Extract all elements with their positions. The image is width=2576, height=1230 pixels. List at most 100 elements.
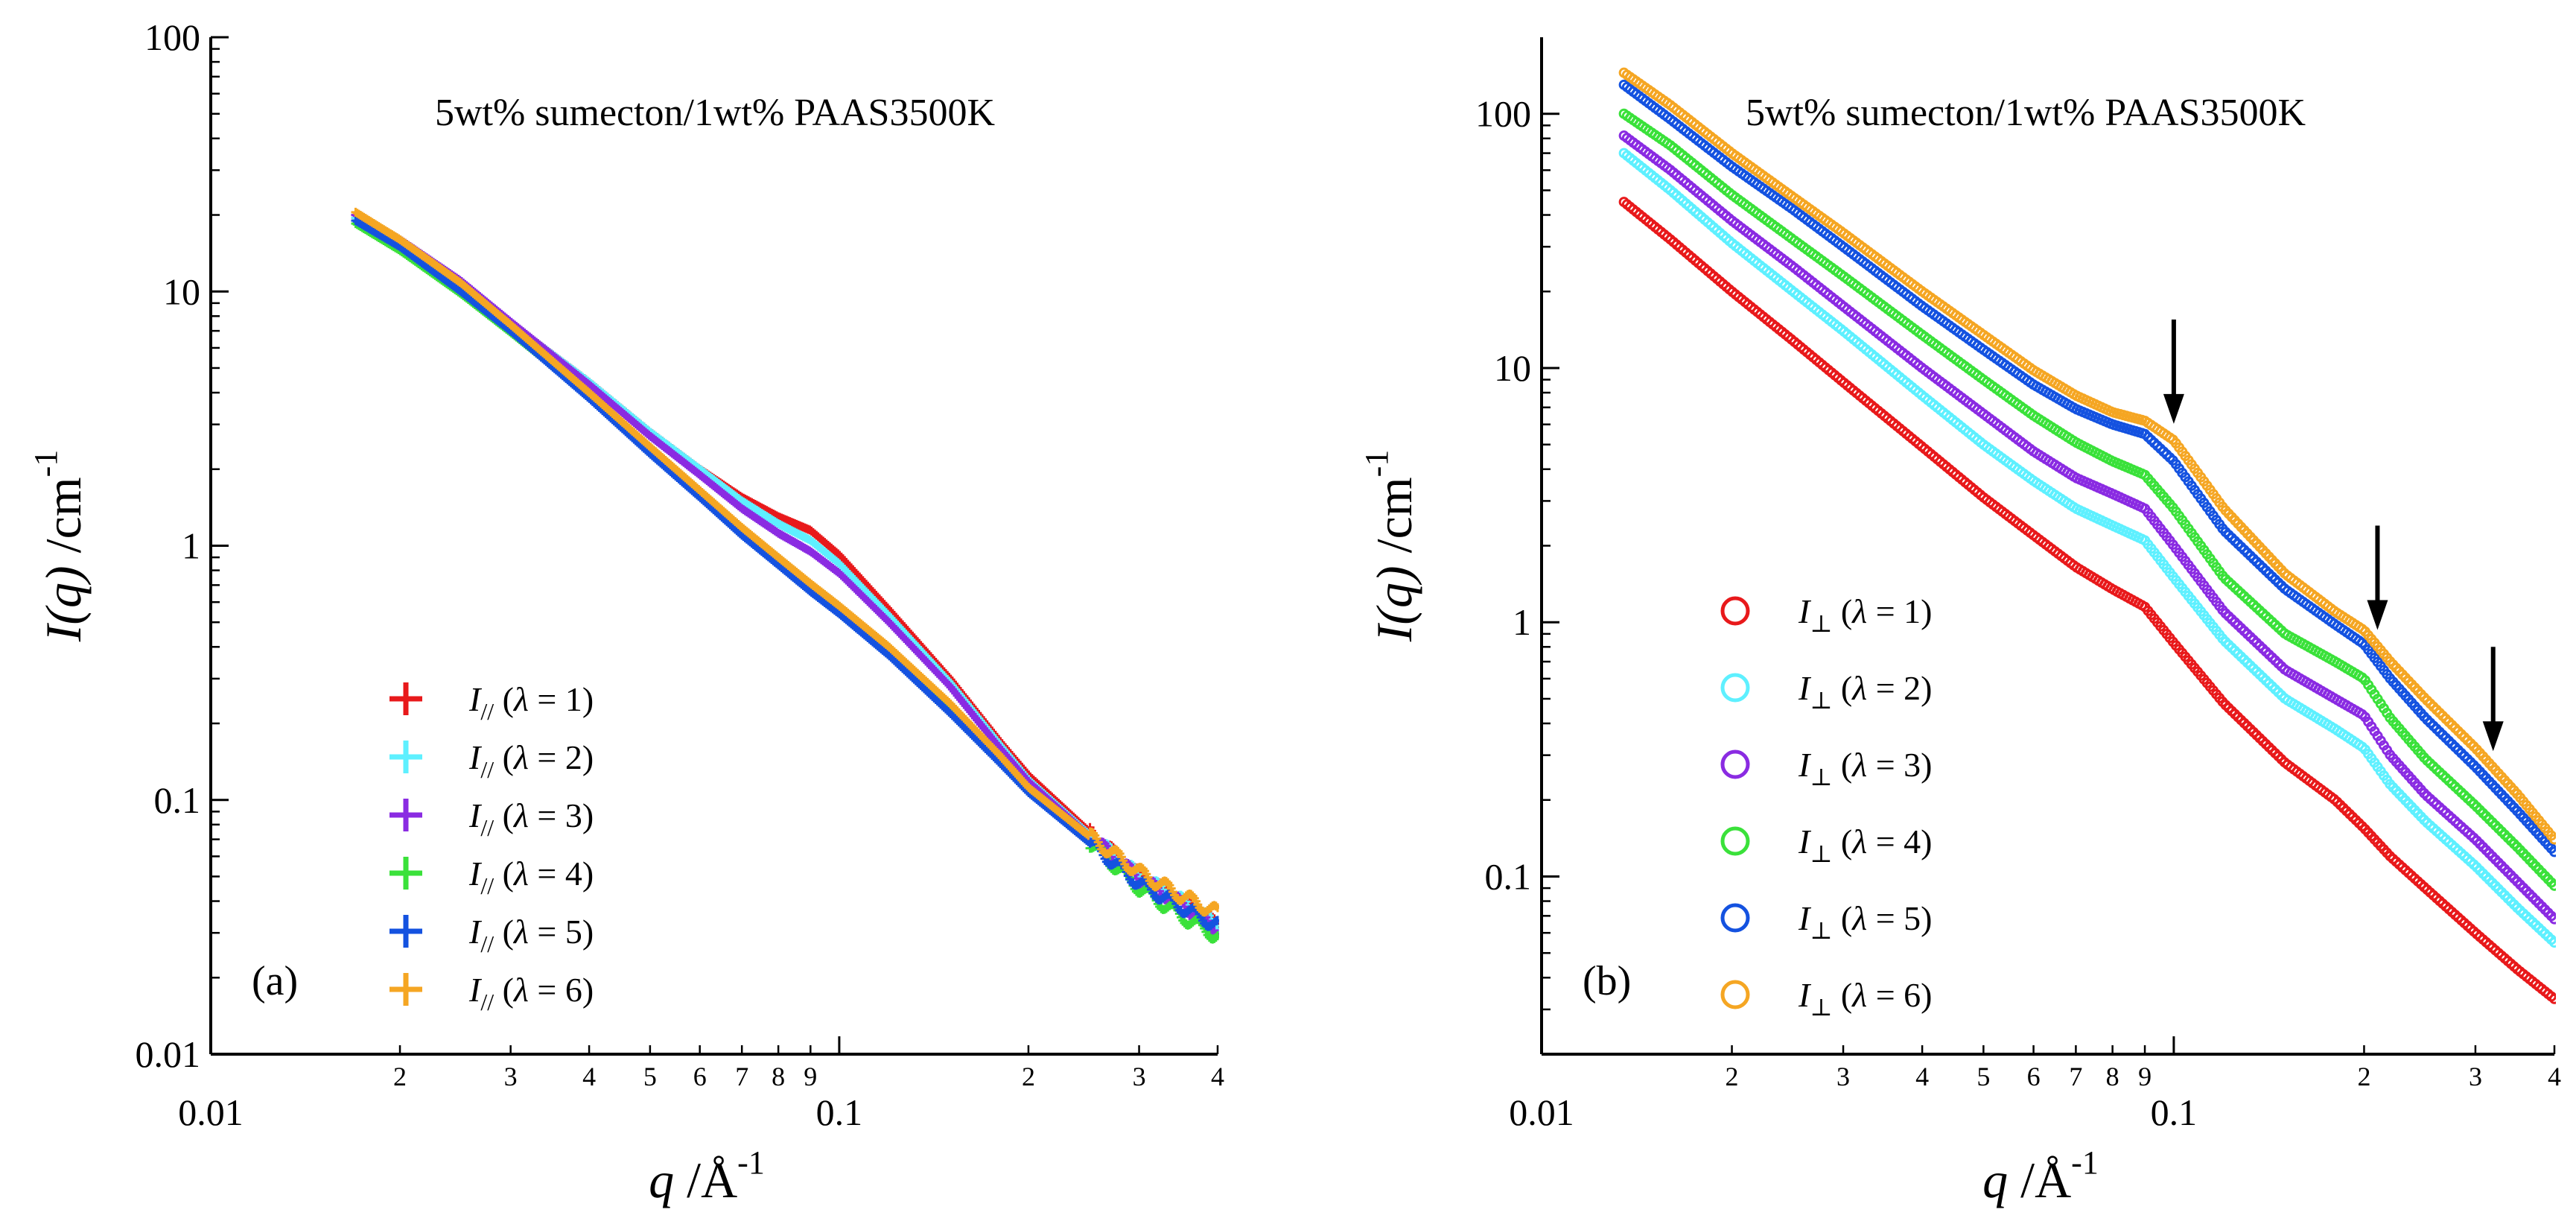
annotation-text: 5wt% sumecton/1wt% PAAS3500K: [435, 92, 996, 134]
series-2: [1618, 148, 2556, 948]
series-3: [1618, 130, 2556, 925]
legend-main: I: [468, 680, 483, 718]
x-minor-tick-label: 7: [2069, 1062, 2082, 1091]
y-axis-exp: -1: [28, 450, 64, 478]
legend-item: I// (λ = 1): [389, 680, 594, 725]
legend-lambda-value: = 3): [529, 796, 594, 834]
legend-item: I// (λ = 3): [389, 796, 594, 841]
legend-label: I// (λ = 3): [468, 796, 594, 841]
x-minor-tick-label: 4: [582, 1062, 596, 1091]
data-point: [2549, 913, 2556, 925]
legend-marker: [389, 915, 422, 948]
legend-sub: //: [480, 872, 494, 899]
y-tick-label: 0.1: [1485, 855, 1532, 897]
legend-lambda-symbol: λ: [512, 738, 529, 776]
legend-sub: //: [480, 756, 494, 783]
plot-area: [1618, 67, 2556, 1004]
legend-lambda-value: = 2): [529, 738, 594, 776]
series-5: [1618, 79, 2556, 857]
legend-main: I: [468, 855, 483, 893]
legend-open: (: [494, 796, 514, 834]
x-minor-tick-label: 6: [693, 1062, 707, 1091]
legend-label: I// (λ = 1): [468, 680, 594, 725]
data-point: [2549, 937, 2556, 948]
legend-open: (: [494, 680, 514, 718]
legend-open: (: [494, 738, 514, 776]
y-axis-title: I(q) /cm-1: [28, 450, 92, 643]
x-minor-tick-label: 2: [2357, 1062, 2370, 1091]
legend-marker: [389, 741, 422, 773]
legend-sub: //: [480, 931, 494, 957]
x-minor-tick-label: 8: [2106, 1062, 2119, 1091]
y-tick-label: 100: [144, 16, 200, 58]
y-tick-label: 10: [1494, 347, 1531, 389]
y-tick-label: 0.01: [136, 1033, 201, 1075]
x-minor-tick-label: 4: [1915, 1062, 1929, 1091]
y-tick-label: 1: [182, 525, 200, 567]
data-point: [1211, 901, 1219, 911]
x-minor-tick-label: 5: [1976, 1062, 1990, 1091]
x-minor-tick-label: 5: [643, 1062, 657, 1091]
x-minor-tick-label: 3: [2469, 1062, 2482, 1091]
panel-label: (a): [252, 958, 298, 1004]
series-4: [1618, 108, 2556, 891]
legend-lambda-symbol: λ: [512, 971, 529, 1009]
data-point: [1213, 903, 1219, 913]
x-minor-tick-label: 3: [504, 1062, 518, 1091]
x-minor-tick-label: 3: [1836, 1062, 1850, 1091]
legend-marker: [389, 973, 422, 1006]
data-point: [2549, 993, 2556, 1004]
legend-main: I: [468, 913, 483, 951]
legend-label: I// (λ = 2): [468, 738, 594, 783]
legend-main: I: [468, 738, 483, 776]
y-tick-label: 100: [1475, 93, 1531, 135]
annotation-text: 5wt% sumecton/1wt% PAAS3500K: [1746, 92, 2306, 134]
legend-open: (: [494, 971, 514, 1009]
x-minor-tick-label: 4: [2548, 1062, 2561, 1091]
legend-lambda-value: = 4): [529, 855, 594, 893]
data-point: [2549, 846, 2556, 857]
y-axis-exp: -1: [1358, 450, 1395, 478]
x-minor-tick-label: 7: [735, 1062, 748, 1091]
x-minor-tick-label: 8: [772, 1062, 785, 1091]
legend-item: I// (λ = 4): [389, 855, 594, 899]
y-tick-label: 10: [163, 270, 200, 312]
x-axis-var: q: [649, 1152, 674, 1208]
legend-label: I// (λ = 4): [468, 855, 594, 899]
data-point: [1213, 931, 1219, 941]
legend-main: I: [468, 971, 483, 1009]
legend-lambda-symbol: λ: [512, 855, 529, 893]
legend-sub: //: [480, 814, 494, 841]
y-axis-title: I(q) /cm-1: [1358, 450, 1422, 643]
x-axis-var: q: [1982, 1152, 2008, 1208]
x-minor-tick-label: 6: [2027, 1062, 2041, 1091]
legend-sub: //: [480, 698, 494, 725]
x-axis-title: q /Å-1: [649, 1144, 765, 1208]
x-axis-unit: /Å: [2008, 1152, 2071, 1208]
x-minor-tick-label: 3: [1133, 1062, 1146, 1091]
x-minor-tick-label: 4: [1211, 1062, 1224, 1091]
data-point: [2549, 880, 2556, 891]
x-axis-unit: /Å: [674, 1152, 737, 1208]
x-axis-title: q /Å-1: [1982, 1144, 2099, 1208]
y-axis-var: I(q): [35, 565, 92, 642]
legend-lambda-symbol: λ: [512, 913, 529, 951]
x-minor-tick-label: 9: [2138, 1062, 2152, 1091]
legend-marker: [389, 857, 422, 890]
legend-open: (: [494, 913, 514, 951]
panel-label: (b): [1583, 958, 1631, 1004]
x-minor-tick-label: 2: [1726, 1062, 1739, 1091]
x-tick-label: 0.01: [178, 1091, 244, 1133]
data-point: [1211, 933, 1219, 942]
legend-lambda-symbol: λ: [512, 680, 529, 718]
x-minor-tick-label: 9: [804, 1062, 817, 1091]
legend-item: I// (λ = 2): [389, 738, 594, 783]
legend-label: I// (λ = 5): [468, 913, 594, 957]
x-tick-label: 0.01: [1509, 1091, 1574, 1133]
y-axis-var: I(q): [1366, 565, 1422, 642]
series-6: [351, 207, 1219, 917]
legend-label: I// (λ = 6): [468, 971, 594, 1015]
x-tick-label: 0.1: [816, 1091, 863, 1133]
